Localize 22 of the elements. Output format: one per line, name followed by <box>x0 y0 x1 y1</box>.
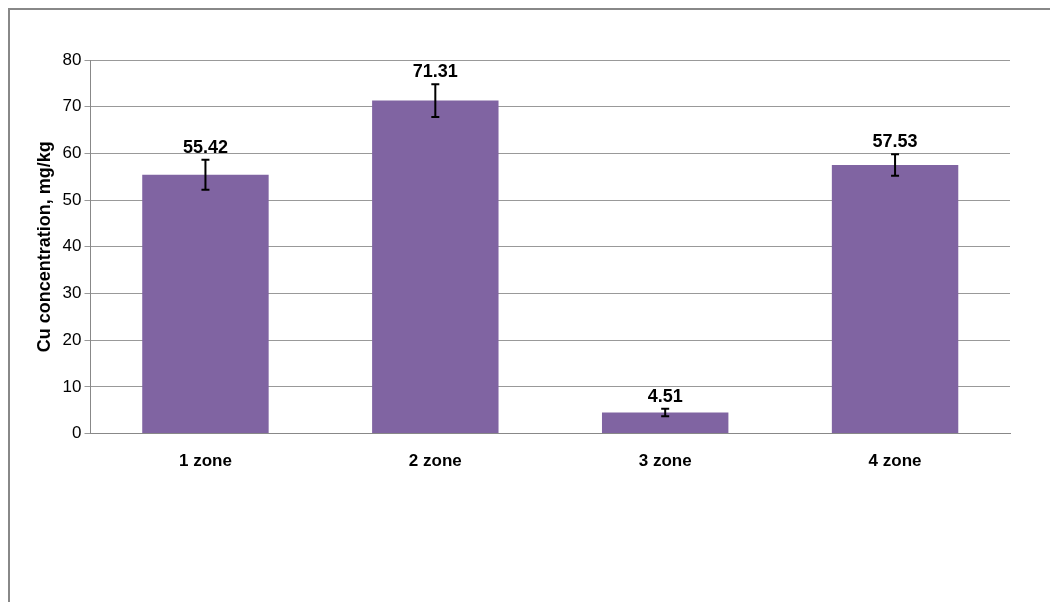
y-tick-label: 40 <box>62 236 82 256</box>
y-tick-label: 10 <box>62 376 82 396</box>
x-tick-label: 1 zone <box>178 451 232 471</box>
data-label: 57.53 <box>872 131 918 152</box>
y-tick-label: 20 <box>62 329 82 349</box>
data-label: 55.42 <box>182 136 228 157</box>
bar <box>372 100 499 434</box>
x-tick-label: 3 zone <box>638 451 692 471</box>
y-tick-label: 80 <box>62 49 82 69</box>
data-label: 71.31 <box>412 61 458 82</box>
y-tick-label: 60 <box>62 143 82 163</box>
y-tick-label: 30 <box>62 283 82 303</box>
data-label: 4.51 <box>647 385 683 406</box>
y-tick-label: 50 <box>62 189 82 209</box>
bar <box>831 164 959 434</box>
y-tick-label: 70 <box>62 96 82 116</box>
y-axis-title: Cu concentration, mg/kg <box>33 141 54 353</box>
bar <box>142 174 269 434</box>
x-tick-label: 2 zone <box>408 451 462 471</box>
y-tick-label: 0 <box>72 423 82 443</box>
bar <box>601 412 729 434</box>
x-tick-label: 4 zone <box>868 451 922 471</box>
